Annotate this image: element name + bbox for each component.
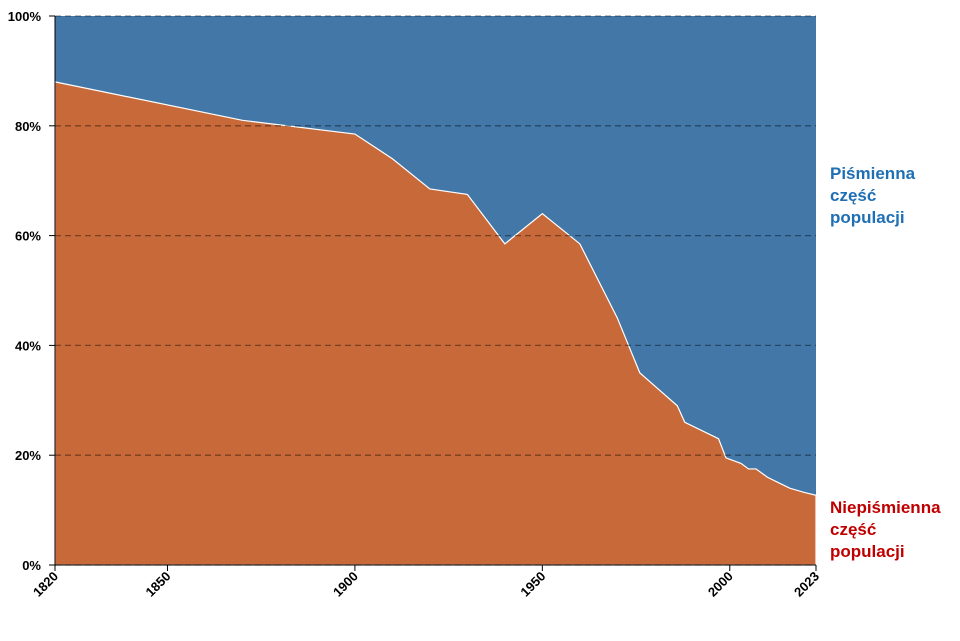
x-tick-label: 1820 xyxy=(30,569,61,600)
x-tick-label: 1950 xyxy=(517,569,548,600)
legend-illiterate: Niepiśmienna część populacji xyxy=(830,498,941,561)
x-tick-label: 2023 xyxy=(791,569,822,600)
legend-literate: Piśmienna część populacji xyxy=(830,164,916,227)
y-tick-label: 80% xyxy=(15,119,41,134)
x-tick-label: 2000 xyxy=(705,569,736,600)
x-tick-label: 1850 xyxy=(143,569,174,600)
area xyxy=(55,16,816,496)
y-tick-label: 20% xyxy=(15,448,41,463)
y-tick-label: 60% xyxy=(15,229,41,244)
y-tick-label: 0% xyxy=(22,558,41,573)
y-tick-label: 100% xyxy=(8,9,42,24)
x-tick-label: 1900 xyxy=(330,569,361,600)
y-tick-label: 40% xyxy=(15,338,41,353)
